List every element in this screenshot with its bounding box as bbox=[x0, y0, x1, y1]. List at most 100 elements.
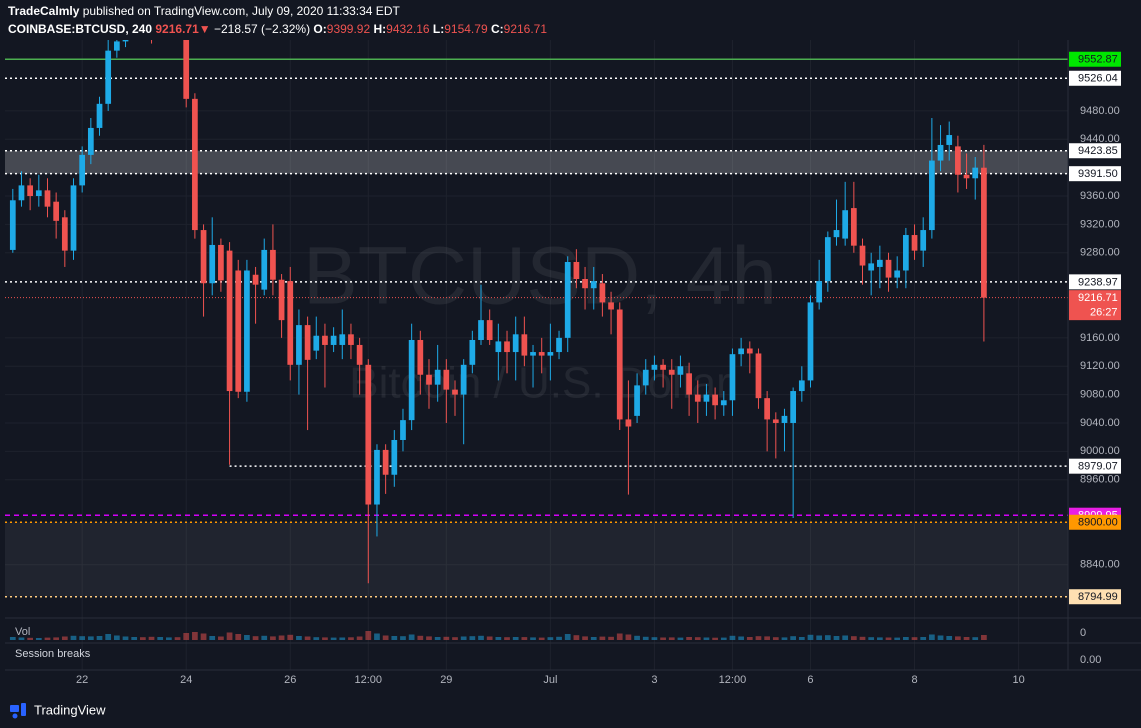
zone bbox=[5, 150, 1068, 174]
candle-body bbox=[911, 235, 918, 251]
candle-body bbox=[599, 283, 606, 303]
level-label-box bbox=[1069, 143, 1121, 159]
ohlc-label: L: bbox=[433, 22, 444, 36]
volume-bar bbox=[859, 636, 866, 640]
candles bbox=[9, 40, 987, 584]
candle-body bbox=[556, 337, 562, 353]
volume-bar bbox=[894, 637, 901, 640]
candle-body bbox=[521, 334, 528, 356]
candle-body bbox=[781, 415, 788, 423]
candle-body bbox=[105, 50, 112, 104]
y-tick-label: 9080.00 bbox=[1080, 389, 1120, 401]
candle-body bbox=[512, 334, 519, 353]
candle-body bbox=[261, 249, 268, 290]
candle-body bbox=[35, 190, 42, 197]
watermark-sub: Bitcoin / U.S. Dollar bbox=[349, 359, 730, 408]
candle-body bbox=[226, 250, 233, 392]
x-tick-label: 24 bbox=[180, 674, 192, 686]
candle-body bbox=[218, 244, 224, 281]
volume-bar bbox=[209, 636, 216, 640]
volume-bar bbox=[668, 637, 675, 640]
y-tick-label: 9320.00 bbox=[1080, 218, 1120, 230]
symbol: COINBASE:BTCUSD, 240 bbox=[8, 22, 152, 36]
candle-body bbox=[79, 154, 86, 186]
volume-bar bbox=[582, 636, 588, 640]
candle-body bbox=[729, 354, 736, 401]
volume-bar bbox=[738, 636, 744, 640]
volume-bar bbox=[157, 637, 164, 640]
candle-body bbox=[538, 352, 545, 356]
volume-bar bbox=[677, 637, 684, 640]
candle-body bbox=[304, 325, 311, 360]
volume-bar bbox=[105, 634, 112, 640]
candle-body bbox=[616, 309, 623, 420]
volume-bar bbox=[798, 637, 805, 640]
candle-body bbox=[850, 208, 857, 246]
candle-body bbox=[807, 302, 814, 381]
volume-bar bbox=[955, 636, 961, 640]
volume-bar bbox=[764, 636, 770, 640]
session-tick-label: 0.00 bbox=[1080, 654, 1101, 666]
candle-body bbox=[408, 339, 415, 421]
candle-body bbox=[87, 127, 94, 155]
y-tick-label: 9440.00 bbox=[1080, 133, 1120, 145]
level-label-box bbox=[1069, 70, 1121, 86]
x-tick-label: 22 bbox=[76, 674, 88, 686]
volume-bar bbox=[200, 633, 207, 640]
level-label: 9552.87 bbox=[1078, 54, 1118, 66]
volume-bar bbox=[720, 637, 727, 640]
y-tick-label: 9120.00 bbox=[1080, 360, 1120, 372]
y-tick-label: 9480.00 bbox=[1080, 105, 1120, 117]
volume-bar bbox=[660, 637, 666, 640]
candle-body bbox=[322, 335, 328, 345]
candle-body bbox=[122, 40, 129, 42]
candle-body bbox=[582, 279, 588, 289]
volume-bar bbox=[512, 637, 519, 640]
volume-label: Vol bbox=[15, 626, 30, 638]
y-tick-label: 8840.00 bbox=[1080, 559, 1120, 571]
candle-body bbox=[772, 419, 779, 423]
candle-body bbox=[443, 369, 450, 390]
volume-bar bbox=[18, 637, 25, 640]
volume-bar bbox=[174, 637, 181, 640]
candle-body bbox=[547, 352, 554, 356]
level-label: 9391.50 bbox=[1078, 168, 1118, 180]
volume-bar bbox=[348, 637, 354, 640]
volume-bar bbox=[434, 637, 441, 640]
candle-body bbox=[625, 419, 632, 427]
volume-bar bbox=[885, 637, 892, 640]
candle-body bbox=[903, 235, 909, 271]
candle-body bbox=[235, 270, 242, 392]
candle-body bbox=[738, 348, 744, 355]
volume-bar bbox=[122, 636, 129, 640]
volume-bar bbox=[504, 637, 510, 640]
volume-bar bbox=[772, 637, 779, 640]
level-label: 8794.99 bbox=[1078, 591, 1118, 603]
volume-bar bbox=[807, 634, 814, 640]
candle-body bbox=[859, 245, 866, 266]
price-label-box bbox=[1069, 290, 1121, 321]
volume-bar bbox=[564, 634, 571, 640]
candle-body bbox=[365, 364, 372, 505]
candle-body bbox=[929, 160, 935, 231]
candle-body bbox=[833, 230, 840, 238]
volume-bar bbox=[981, 635, 987, 640]
candle-body bbox=[417, 339, 424, 375]
volume-bar bbox=[868, 637, 875, 640]
volume-bar bbox=[400, 636, 406, 640]
candle-body bbox=[452, 389, 458, 395]
volume-bar bbox=[937, 635, 944, 640]
volume-bar bbox=[35, 638, 42, 640]
volume-bar bbox=[270, 636, 276, 640]
volume-bar bbox=[79, 636, 86, 640]
candle-body bbox=[27, 185, 34, 197]
x-tick-label: 12:00 bbox=[719, 674, 747, 686]
candle-body bbox=[981, 167, 987, 298]
session-label: Session breaks bbox=[15, 648, 91, 660]
candle-body bbox=[660, 364, 666, 370]
candle-body bbox=[287, 281, 294, 365]
volume-bar bbox=[625, 634, 632, 640]
level-label-box bbox=[1069, 514, 1121, 530]
candle-body bbox=[642, 369, 649, 386]
candle-body bbox=[946, 135, 953, 145]
